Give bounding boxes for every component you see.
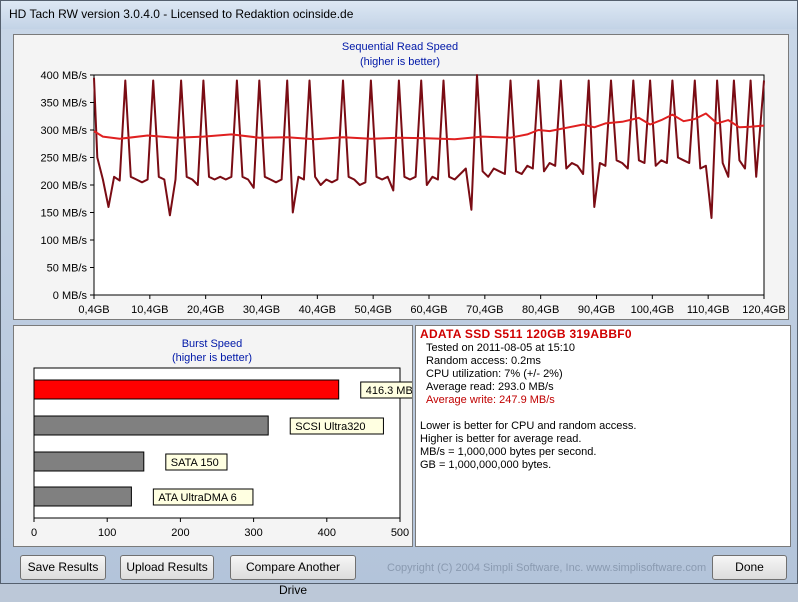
burst-bar-label: 416.3 MB/s [366,385,412,397]
y-tick-label: 400 MB/s [41,70,88,82]
burst-bar-label: SCSI Ultra320 [295,421,365,433]
read-speed-line-secondary [93,74,765,219]
drive-name: ADATA SSD S511 120GB 319ABBF0 [420,327,632,341]
burst-x-tick-label: 300 [244,527,262,539]
average-write: Average write: 247.9 MB/s [426,394,555,406]
x-tick-label: 120,4GB [742,304,785,316]
burst-chart-title: Burst Speed [182,338,243,350]
burst-bar [33,415,269,436]
burst-x-tick-label: 0 [31,527,37,539]
y-tick-label: 0 MB/s [53,290,88,302]
burst-bar [33,451,145,472]
x-tick-label: 10,4GB [131,304,168,316]
copyright-text: Copyright (C) 2004 Simpli Software, Inc.… [387,562,707,574]
x-tick-label: 50,4GB [355,304,392,316]
burst-chart-subtitle: (higher is better) [172,352,252,364]
x-tick-label: 100,4GB [631,304,674,316]
burst-bar-label: SATA 150 [171,457,219,469]
burst-x-tick-label: 200 [171,527,189,539]
x-tick-label: 80,4GB [522,304,559,316]
y-tick-label: 150 MB/s [41,208,88,220]
title-bar: HD Tach RW version 3.0.4.0 - Licensed to… [1,1,797,29]
burst-bar-label-box [165,453,228,471]
cpu-utilization: CPU utilization: 7% (+/- 2%) [426,368,563,380]
burst-x-tick-label: 100 [98,527,116,539]
x-tick-label: 90,4GB [578,304,615,316]
random-access: Random access: 0.2ms [426,355,541,367]
sequential-chart-subtitle: (higher is better) [360,56,440,68]
x-tick-label: 20,4GB [187,304,224,316]
note-cpu: Lower is better for CPU and random acces… [420,420,637,432]
sequential-plot-area [93,74,765,296]
sequential-panel: Sequential Read Speed (higher is better)… [13,34,789,320]
x-tick-label: 70,4GB [466,304,503,316]
x-tick-label: 60,4GB [410,304,447,316]
upload-results-button[interactable]: Upload Results [120,555,214,580]
x-tick-label: 0,4GB [78,304,109,316]
note-mbs: MB/s = 1,000,000 bytes per second. [420,446,597,458]
read-speed-line [93,112,765,141]
burst-bar-label-box [289,417,384,435]
burst-chart: Burst Speed (higher is better) 416.3 MB/… [31,338,412,539]
x-tick-label: 110,4GB [687,304,730,316]
results-info-panel: ADATA SSD S511 120GB 319ABBF0 Tested on … [415,325,791,547]
note-read: Higher is better for average read. [420,433,582,445]
y-tick-label: 200 MB/s [41,180,88,192]
sequential-chart-title: Sequential Read Speed [342,41,458,53]
y-tick-label: 50 MB/s [47,263,88,275]
burst-bar-label: ATA UltraDMA 6 [158,492,236,504]
y-tick-label: 300 MB/s [41,125,88,137]
burst-panel: Burst Speed (higher is better) 416.3 MB/… [13,325,413,547]
compare-another-drive-button[interactable]: Compare Another Drive [230,555,356,597]
burst-x-tick-label: 400 [318,527,336,539]
burst-bar [33,379,340,400]
y-tick-label: 250 MB/s [41,153,88,165]
x-tick-label: 30,4GB [243,304,280,316]
burst-bar-label-box [152,488,254,506]
burst-bar [33,486,132,507]
note-gb: GB = 1,000,000,000 bytes. [420,459,552,471]
sequential-chart: Sequential Read Speed (higher is better)… [41,41,786,316]
save-results-button[interactable]: Save Results [20,555,106,580]
y-tick-label: 350 MB/s [41,98,88,110]
done-button[interactable]: Done [712,555,787,580]
window-title: HD Tach RW version 3.0.4.0 - Licensed to… [9,7,354,21]
burst-x-tick-label: 500 [391,527,409,539]
test-date: Tested on 2011-08-05 at 15:10 [426,342,576,354]
x-tick-label: 40,4GB [299,304,336,316]
burst-bar-label-box [360,381,412,399]
average-read: Average read: 293.0 MB/s [426,381,554,393]
y-tick-label: 100 MB/s [41,235,88,247]
